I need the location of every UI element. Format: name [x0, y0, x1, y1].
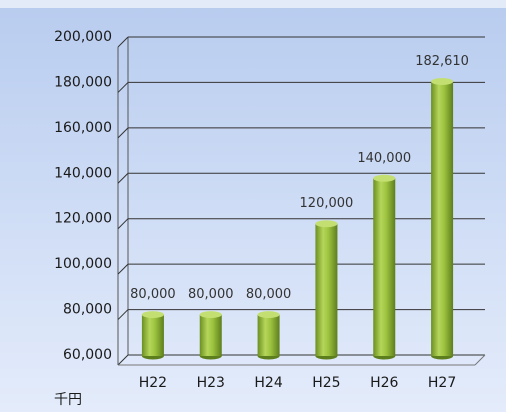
y-tick-label: 160,000 — [54, 120, 112, 136]
bar-top — [199, 311, 222, 319]
bar-top — [141, 311, 164, 319]
x-tick-label: H25 — [312, 375, 340, 391]
bar-top — [373, 174, 396, 182]
bar — [257, 311, 280, 360]
y-tick-label: 80,000 — [63, 302, 112, 318]
value-label: 80,000 — [188, 287, 234, 302]
value-label: 80,000 — [246, 287, 292, 302]
y-tick-label: 120,000 — [54, 211, 112, 227]
x-tick-label: H24 — [254, 375, 282, 391]
grid-line-depth — [117, 82, 129, 93]
floor-edge-right — [474, 354, 486, 366]
x-tick-label: H23 — [197, 375, 225, 391]
bar-body — [257, 314, 280, 356]
bar-top — [315, 220, 338, 228]
grid-line-depth — [117, 172, 129, 184]
x-tick-label: H27 — [428, 375, 456, 391]
grid-line-depth — [117, 354, 129, 366]
bar-body — [431, 81, 454, 356]
value-label: 140,000 — [357, 151, 411, 166]
grid-line-depth — [117, 36, 129, 48]
bar-top — [431, 78, 454, 86]
y-tick-label: 100,000 — [54, 256, 112, 272]
grid-line-depth — [117, 263, 129, 275]
grid-line-depth — [117, 127, 129, 139]
unit-label: 千円 — [54, 392, 82, 408]
y-tick-label: 200,000 — [54, 29, 112, 45]
bar-body — [141, 314, 164, 356]
value-label: 80,000 — [130, 287, 176, 302]
value-label: 120,000 — [300, 196, 354, 211]
top-border — [0, 0, 506, 8]
bar-top — [257, 311, 280, 319]
bar — [141, 311, 164, 360]
x-tick-label: H26 — [370, 375, 398, 391]
bar-body — [373, 178, 396, 356]
grid-line-depth — [117, 218, 129, 230]
grid-line-depth — [117, 309, 129, 320]
y-tick-label: 180,000 — [54, 74, 112, 90]
bar — [199, 311, 222, 360]
bar-body — [315, 223, 338, 356]
bar — [431, 78, 454, 360]
x-tick-label: H22 — [139, 375, 167, 391]
bar — [373, 174, 396, 360]
y-tick-label: 60,000 — [63, 347, 112, 363]
value-label: 182,610 — [415, 54, 469, 69]
bar-body — [199, 314, 222, 356]
bar — [315, 220, 338, 360]
y-tick-label: 140,000 — [54, 165, 112, 181]
